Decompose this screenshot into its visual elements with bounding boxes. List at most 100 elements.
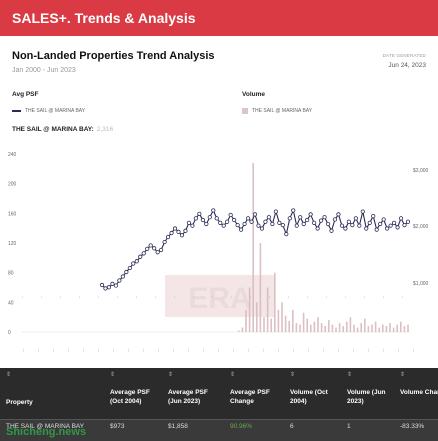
avg-psf-point [190, 223, 195, 228]
avg-psf-point [235, 223, 240, 228]
avg-psf-point [232, 217, 237, 223]
avg-psf-point [127, 265, 132, 271]
avg-psf-point [124, 269, 129, 275]
volume-bar [349, 317, 352, 332]
avg-psf-point [329, 228, 334, 233]
avg-psf-point [332, 217, 338, 222]
avg-psf-point [159, 247, 164, 253]
avg-psf-point [152, 246, 157, 251]
volume-bar [367, 326, 370, 332]
table-header-cell[interactable]: Volume Change [400, 368, 438, 422]
table-header-cell[interactable]: Volume (Oct 2004) [290, 368, 344, 422]
volume-legend-label: THE SAIL @ MARINA BAY [252, 108, 313, 114]
avg-psf-point [273, 209, 278, 214]
volume-bar [320, 323, 323, 332]
table-cell: 6 [290, 423, 294, 430]
x-axis-tick-label: — [411, 348, 415, 352]
volume-legend-title: Volume [242, 91, 265, 98]
avg-psf-legend-item[interactable]: THE SAIL @ MARINA BAY [12, 108, 85, 114]
volume-bar [392, 327, 395, 332]
volume-bar [317, 317, 319, 332]
avg-psf-point [155, 250, 160, 255]
avg-psf-point [103, 286, 108, 291]
sort-icon[interactable]: ⇕ [168, 372, 174, 378]
avg-psf-point [385, 226, 390, 231]
avg-psf-point [176, 229, 181, 234]
right-axis-tick-label: $1,000 [413, 281, 429, 287]
table-row[interactable] [0, 420, 438, 441]
x-axis-tick-label: — [231, 348, 235, 352]
sort-icon[interactable]: ⇕ [290, 372, 296, 378]
avg-psf-point [197, 211, 202, 216]
trend-chart[interactable]: ERA 240 200 160 120 80 40 0 $3,000 $2,000 $1,000 — —… [0, 140, 438, 364]
avg-psf-point [131, 261, 136, 266]
table-cell: $1,858 [168, 423, 188, 430]
avg-psf-point [228, 212, 233, 218]
volume-bar [281, 302, 283, 332]
volume-bar [400, 321, 402, 332]
x-axis-tick-label: — [396, 348, 400, 352]
avg-psf-point [113, 283, 119, 288]
avg-psf-point [165, 234, 171, 240]
volume-bar [302, 312, 305, 332]
x-axis-tick-label: — [246, 348, 250, 352]
table-header-cell[interactable]: Average PSF (Jun 2023) [168, 368, 222, 422]
table-header-cell[interactable]: Volume (Jun 2023) [347, 368, 401, 422]
table-cell: $973 [110, 423, 125, 430]
volume-legend-item[interactable]: THE SAIL @ MARINA BAY [242, 108, 312, 114]
x-axis-tick-label: — [351, 348, 355, 352]
avg-psf-point [398, 216, 404, 221]
table-header-cell[interactable]: Average PSF (Oct 2004) [110, 368, 164, 422]
avg-psf-point [291, 208, 296, 213]
volume-bar [378, 327, 380, 332]
x-axis-tick-label: — [21, 348, 25, 352]
volume-bar [284, 315, 287, 332]
volume-bar [346, 321, 348, 332]
avg-psf-legend-label: THE SAIL @ MARINA BAY [25, 108, 86, 114]
avg-psf-point [284, 232, 289, 237]
avg-psf-point [360, 209, 365, 214]
left-axis-tick-label: 200 [8, 182, 17, 188]
left-axis-tick-label: 120 [8, 241, 17, 247]
avg-psf-point [378, 221, 383, 227]
volume-bar [374, 321, 377, 332]
avg-psf-point [99, 282, 105, 288]
table-header-label: Average PSF Change [230, 389, 270, 405]
avg-psf-point [405, 219, 411, 224]
volume-bar [270, 318, 272, 332]
volume-bar [288, 320, 290, 332]
table-header-label: Average PSF (Jun 2023) [168, 389, 208, 405]
avg-psf-point [315, 226, 320, 231]
volume-bar [245, 309, 247, 332]
volume-bar [259, 243, 262, 332]
x-axis-tick-label: — [201, 348, 205, 352]
avg-psf-point [374, 227, 379, 232]
volume-bar [360, 323, 362, 332]
avg-psf-point [294, 223, 299, 228]
volume-bar [338, 323, 341, 332]
x-axis-tick-label: — [51, 348, 55, 352]
table-header-label: Volume Change [400, 389, 438, 396]
callout-label: THE SAIL @ MARINA BAY: [12, 126, 94, 133]
sort-icon[interactable]: ⇕ [230, 372, 236, 378]
avg-psf-point [381, 217, 386, 222]
sort-icon[interactable]: ⇕ [6, 372, 12, 378]
avg-psf-point [117, 278, 122, 283]
avg-psf-point [238, 227, 244, 232]
avg-psf-point [211, 208, 216, 213]
x-axis-tick-label: — [81, 348, 85, 352]
table-header-cell[interactable]: Property [6, 368, 101, 422]
table-header-cell[interactable]: Average PSF Change [230, 368, 284, 422]
sort-icon[interactable]: ⇕ [347, 372, 353, 378]
left-axis-tick-label: 0 [8, 330, 11, 336]
avg-psf-legend-title: Avg PSF [12, 91, 39, 98]
right-axis-tick-label: $2,000 [413, 224, 429, 230]
sort-icon[interactable]: ⇕ [110, 372, 116, 378]
volume-bar [342, 326, 344, 332]
date-generated-value: Jun 24, 2023 [388, 62, 426, 69]
hover-callout: THE SAIL @ MARINA BAY: 2,316 [12, 126, 113, 133]
sort-icon[interactable]: ⇕ [400, 372, 406, 378]
avg-psf-point [280, 223, 285, 228]
trend-chart-svg[interactable]: ERA 240 200 160 120 80 40 0 $3,000 $2,000 $1,000 — —… [0, 140, 438, 364]
x-axis-tick-label: — [276, 348, 280, 352]
